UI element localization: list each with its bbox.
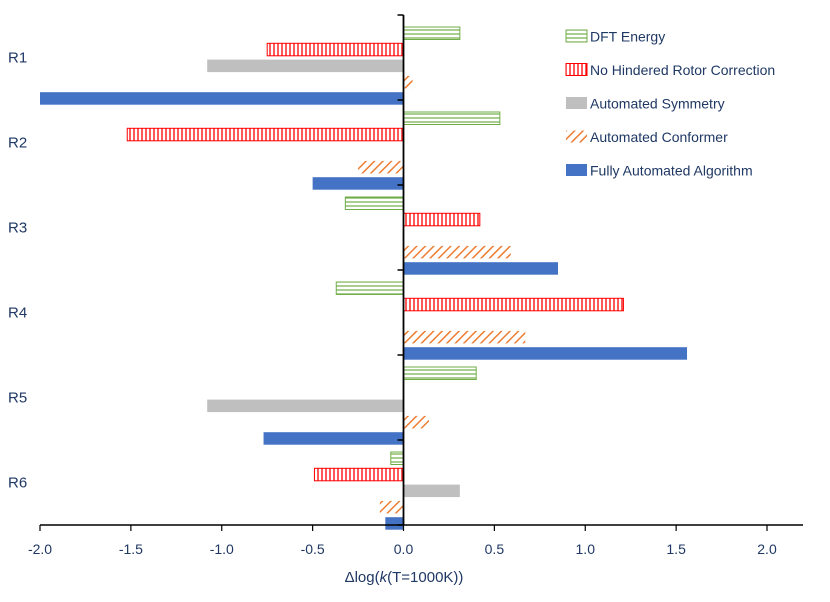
bar-r4-series-4 <box>403 330 526 344</box>
bar-r3-series-1 <box>344 196 404 210</box>
bar-r1-series-1 <box>403 26 461 40</box>
category-label-r6: R6 <box>8 475 27 492</box>
x-tick-label: 2.0 <box>757 541 777 557</box>
x-tick-label: -0.5 <box>301 541 325 557</box>
legend-swatch-5 <box>566 164 587 176</box>
legend-swatch-1 <box>565 29 588 43</box>
legend-swatch-4 <box>566 130 587 143</box>
legend: DFT Energy No Hindered Rotor Correction Au… <box>565 29 775 179</box>
bar-r4-series-2 <box>403 297 624 312</box>
bar-r1-series-4 <box>403 75 413 89</box>
bar-r6-series-5 <box>385 517 404 530</box>
legend-label-1: DFT Energy <box>590 29 665 45</box>
bar-r2-series-4 <box>358 160 404 174</box>
x-tick-label: 0.5 <box>485 541 505 557</box>
bar-r4-series-5 <box>403 347 688 360</box>
bar-r5-series-3 <box>207 399 404 413</box>
x-axis-title: Δlog(k(T=1000K)) <box>345 569 464 586</box>
x-tick-label: 1.0 <box>576 541 596 557</box>
category-label-r3: R3 <box>8 220 27 237</box>
x-tick-label: 1.5 <box>666 541 686 557</box>
bar-r4-series-1 <box>335 281 404 295</box>
category-label-r2: R2 <box>8 135 27 152</box>
bar-r3-series-4 <box>403 245 511 259</box>
bar-r3-series-2 <box>403 212 481 227</box>
legend-swatch-2 <box>565 63 588 76</box>
bar-r1-series-2 <box>266 42 404 57</box>
bar-r6-series-2 <box>313 467 404 482</box>
legend-label-4: Automated Conformer <box>590 129 728 145</box>
bar-r5-series-1 <box>403 366 477 380</box>
category-label-r5: R5 <box>8 390 27 407</box>
bar-r1-series-3 <box>207 59 404 73</box>
axes-layer: -2.0 -1.5 -1.0 -0.5 0.0 0.5 1.0 1.5 2.0 R1 R2 R3 R4 R… <box>8 14 803 557</box>
bar-r2-series-2 <box>126 127 405 142</box>
category-label-r4: R4 <box>8 305 27 322</box>
bar-r3-series-5 <box>403 262 558 275</box>
x-tick-label: -1.0 <box>210 541 234 557</box>
x-tick-label: 0.0 <box>394 541 414 557</box>
legend-swatch-3 <box>566 97 587 109</box>
bar-r6-series-4 <box>379 500 404 514</box>
bar-r6-series-1 <box>390 451 404 465</box>
legend-label-3: Automated Symmetry <box>590 96 725 112</box>
bar-r2-series-5 <box>312 177 404 190</box>
legend-label-5: Fully Automated Algorithm <box>590 163 753 179</box>
bar-r6-series-3 <box>403 484 460 498</box>
category-label-r1: R1 <box>8 50 27 67</box>
bar-r2-series-1 <box>403 111 501 125</box>
bars-layer <box>40 26 688 530</box>
bar-r1-series-5 <box>40 92 404 105</box>
x-tick-label: -1.5 <box>119 541 143 557</box>
bar-r5-series-5 <box>263 432 404 445</box>
legend-label-2: No Hindered Rotor Correction <box>590 62 775 78</box>
bar-r5-series-4 <box>403 415 429 429</box>
x-tick-label: -2.0 <box>28 541 52 557</box>
